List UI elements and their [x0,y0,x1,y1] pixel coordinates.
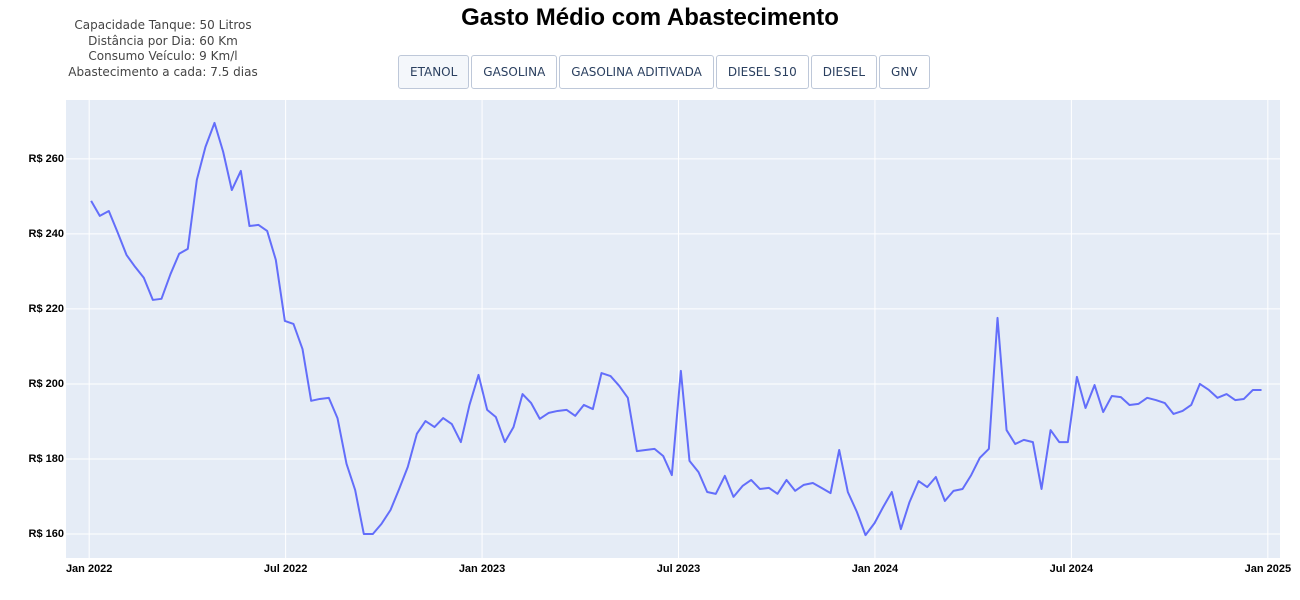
info-line: Abastecimento a cada: 7.5 dias [68,64,258,79]
y-tick-label: R$ 260 [29,153,64,165]
plot-area [66,100,1280,558]
button-bar: ETANOL GASOLINA GASOLINA ADITIVADA DIESEL S… [398,55,930,89]
y-tick-label: R$ 200 [29,378,64,390]
x-tick-label: Jan 2025 [1245,563,1291,575]
fuel-button[interactable]: GASOLINA [471,55,558,89]
y-tick-label: R$ 180 [29,453,64,465]
x-tick-label: Jul 2023 [657,563,700,575]
chart-title: Gasto Médio com Abastecimento [461,4,839,31]
data-line [90,121,1262,537]
fuel-button[interactable]: DIESEL S10 [715,55,809,89]
info-line: Distância por Dia: 60 Km [88,33,238,48]
info-line: Consumo Veículo: 9 Km/l [88,49,238,64]
fuel-button[interactable]: GASOLINA ADITIVADA [559,55,714,89]
x-tick-label: Jul 2024 [1050,563,1094,575]
x-tick-label: Jan 2024 [852,563,899,575]
y-tick-label: R$ 220 [29,303,64,315]
x-tick-label: Jan 2023 [459,563,505,575]
x-tick-label: Jul 2022 [264,563,307,575]
x-tick-label: Jan 2022 [66,563,112,575]
fuel-button[interactable]: DIESEL [810,55,878,89]
fuel-button[interactable]: GNV [879,55,930,89]
info-line: Capacidade Tanque: 50 Litros [74,18,252,32]
fuel-button[interactable]: ETANOL [398,55,470,89]
y-tick-label: R$ 240 [29,228,64,240]
info-box: Capacidade Tanque: 50 Litros Distância po… [40,18,286,80]
y-tick-label: R$ 160 [29,528,64,540]
